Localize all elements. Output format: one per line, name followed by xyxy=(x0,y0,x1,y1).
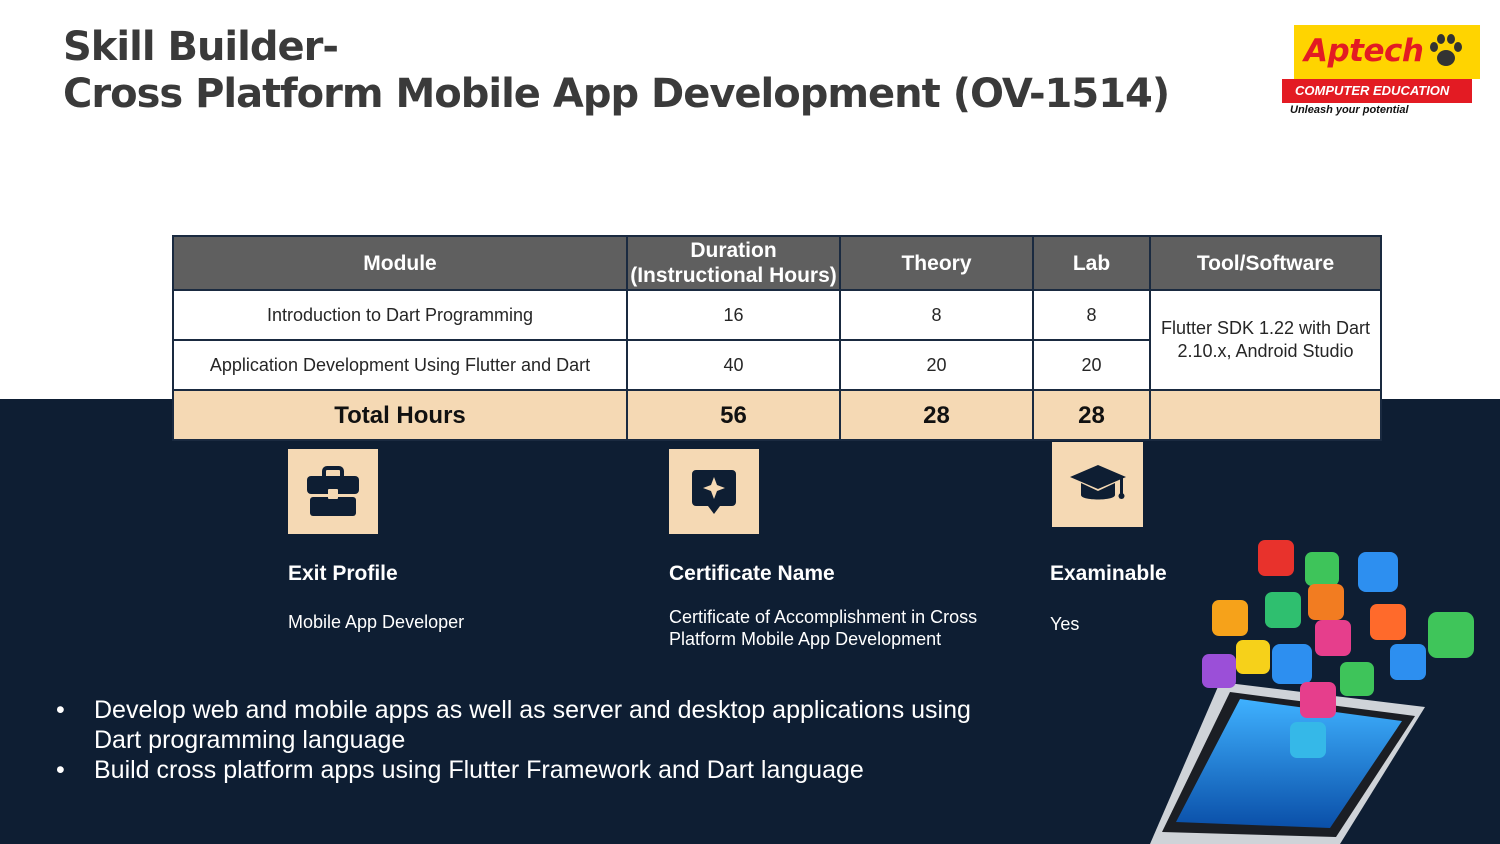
header-duration: Duration (Instructional Hours) xyxy=(626,235,841,291)
cell-theory: 20 xyxy=(839,339,1034,391)
certificate-icon-box xyxy=(669,449,759,534)
certificate-value-line-2: Platform Mobile App Development xyxy=(669,629,942,649)
list-item: Develop web and mobile apps as well as s… xyxy=(56,695,996,755)
smartphone-app-icons-illustration xyxy=(1150,540,1474,844)
total-theory: 28 xyxy=(839,389,1034,441)
cell-lab: 8 xyxy=(1032,289,1151,341)
header-duration-line-2: (Instructional Hours) xyxy=(630,264,837,287)
cell-tool-line-2: 2.10.x, Android Studio xyxy=(1177,341,1354,361)
header-theory: Theory xyxy=(839,235,1034,291)
paw-icon xyxy=(1430,34,1462,66)
certificate-title: Certificate Name xyxy=(669,562,835,585)
header-duration-line-1: Duration xyxy=(690,239,777,262)
course-table: Module Duration (Instructional Hours) Th… xyxy=(172,235,1382,441)
bullet-1-line-1: Develop web and mobile apps as well as s… xyxy=(94,696,971,724)
aptech-logo: Aptech COMPUTER EDUCATION Unleash your p… xyxy=(1282,25,1482,117)
header-tool: Tool/Software xyxy=(1149,235,1382,291)
cell-duration: 40 xyxy=(626,339,841,391)
logo-tagline: Unleash your potential xyxy=(1290,104,1409,116)
examinable-title: Examinable xyxy=(1050,562,1167,585)
certificate-value-line-1: Certificate of Accomplishment in Cross xyxy=(669,607,978,627)
graduation-cap-icon xyxy=(1069,464,1126,499)
cell-tool: Flutter SDK 1.22 with Dart 2.10.x, Andro… xyxy=(1149,289,1382,391)
logo-subtitle: COMPUTER EDUCATION xyxy=(1295,83,1450,98)
header-module: Module xyxy=(172,235,628,291)
examinable-icon-box xyxy=(1052,442,1143,527)
bullet-1-line-2: Dart programming language xyxy=(94,726,406,754)
table-row: Introduction to Dart Programming 16 8 8 … xyxy=(172,289,1382,391)
total-label: Total Hours xyxy=(172,389,628,441)
header-lab: Lab xyxy=(1032,235,1151,291)
title-line-1: Skill Builder- xyxy=(63,24,339,70)
cell-tool-line-1: Flutter SDK 1.22 with Dart xyxy=(1160,318,1371,338)
highlights-list: Develop web and mobile apps as well as s… xyxy=(56,695,996,785)
list-item: Build cross platform apps using Flutter … xyxy=(56,755,996,785)
briefcase-icon xyxy=(307,465,359,516)
total-duration: 56 xyxy=(626,389,841,441)
cell-module: Application Development Using Flutter an… xyxy=(172,339,628,391)
exit-profile-icon-box xyxy=(288,449,378,534)
certificate-icon xyxy=(692,469,736,514)
logo-red-band xyxy=(1282,79,1472,103)
table-row: Application Development Using Flutter an… xyxy=(172,339,1381,391)
exit-profile-title: Exit Profile xyxy=(288,562,398,585)
total-lab: 28 xyxy=(1032,389,1151,441)
cell-lab: 20 xyxy=(1032,339,1151,391)
exit-profile-value: Mobile App Developer xyxy=(288,612,465,632)
cell-module: Introduction to Dart Programming xyxy=(172,289,628,341)
title-line-2: Cross Platform Mobile App Development (O… xyxy=(63,71,1170,117)
examinable-value: Yes xyxy=(1050,614,1080,634)
logo-wordmark: Aptech xyxy=(1304,33,1424,69)
cell-theory: 8 xyxy=(839,289,1034,341)
table-header-row: Module Duration (Instructional Hours) Th… xyxy=(172,235,1382,291)
certificate-value: Certificate of Accomplishment in Cross P… xyxy=(669,606,977,650)
cell-duration: 16 xyxy=(626,289,841,341)
total-tool xyxy=(1149,389,1382,441)
slide-title: Skill Builder- Cross Platform Mobile App… xyxy=(63,24,1170,118)
total-row: Total Hours 56 28 28 xyxy=(172,389,1382,441)
